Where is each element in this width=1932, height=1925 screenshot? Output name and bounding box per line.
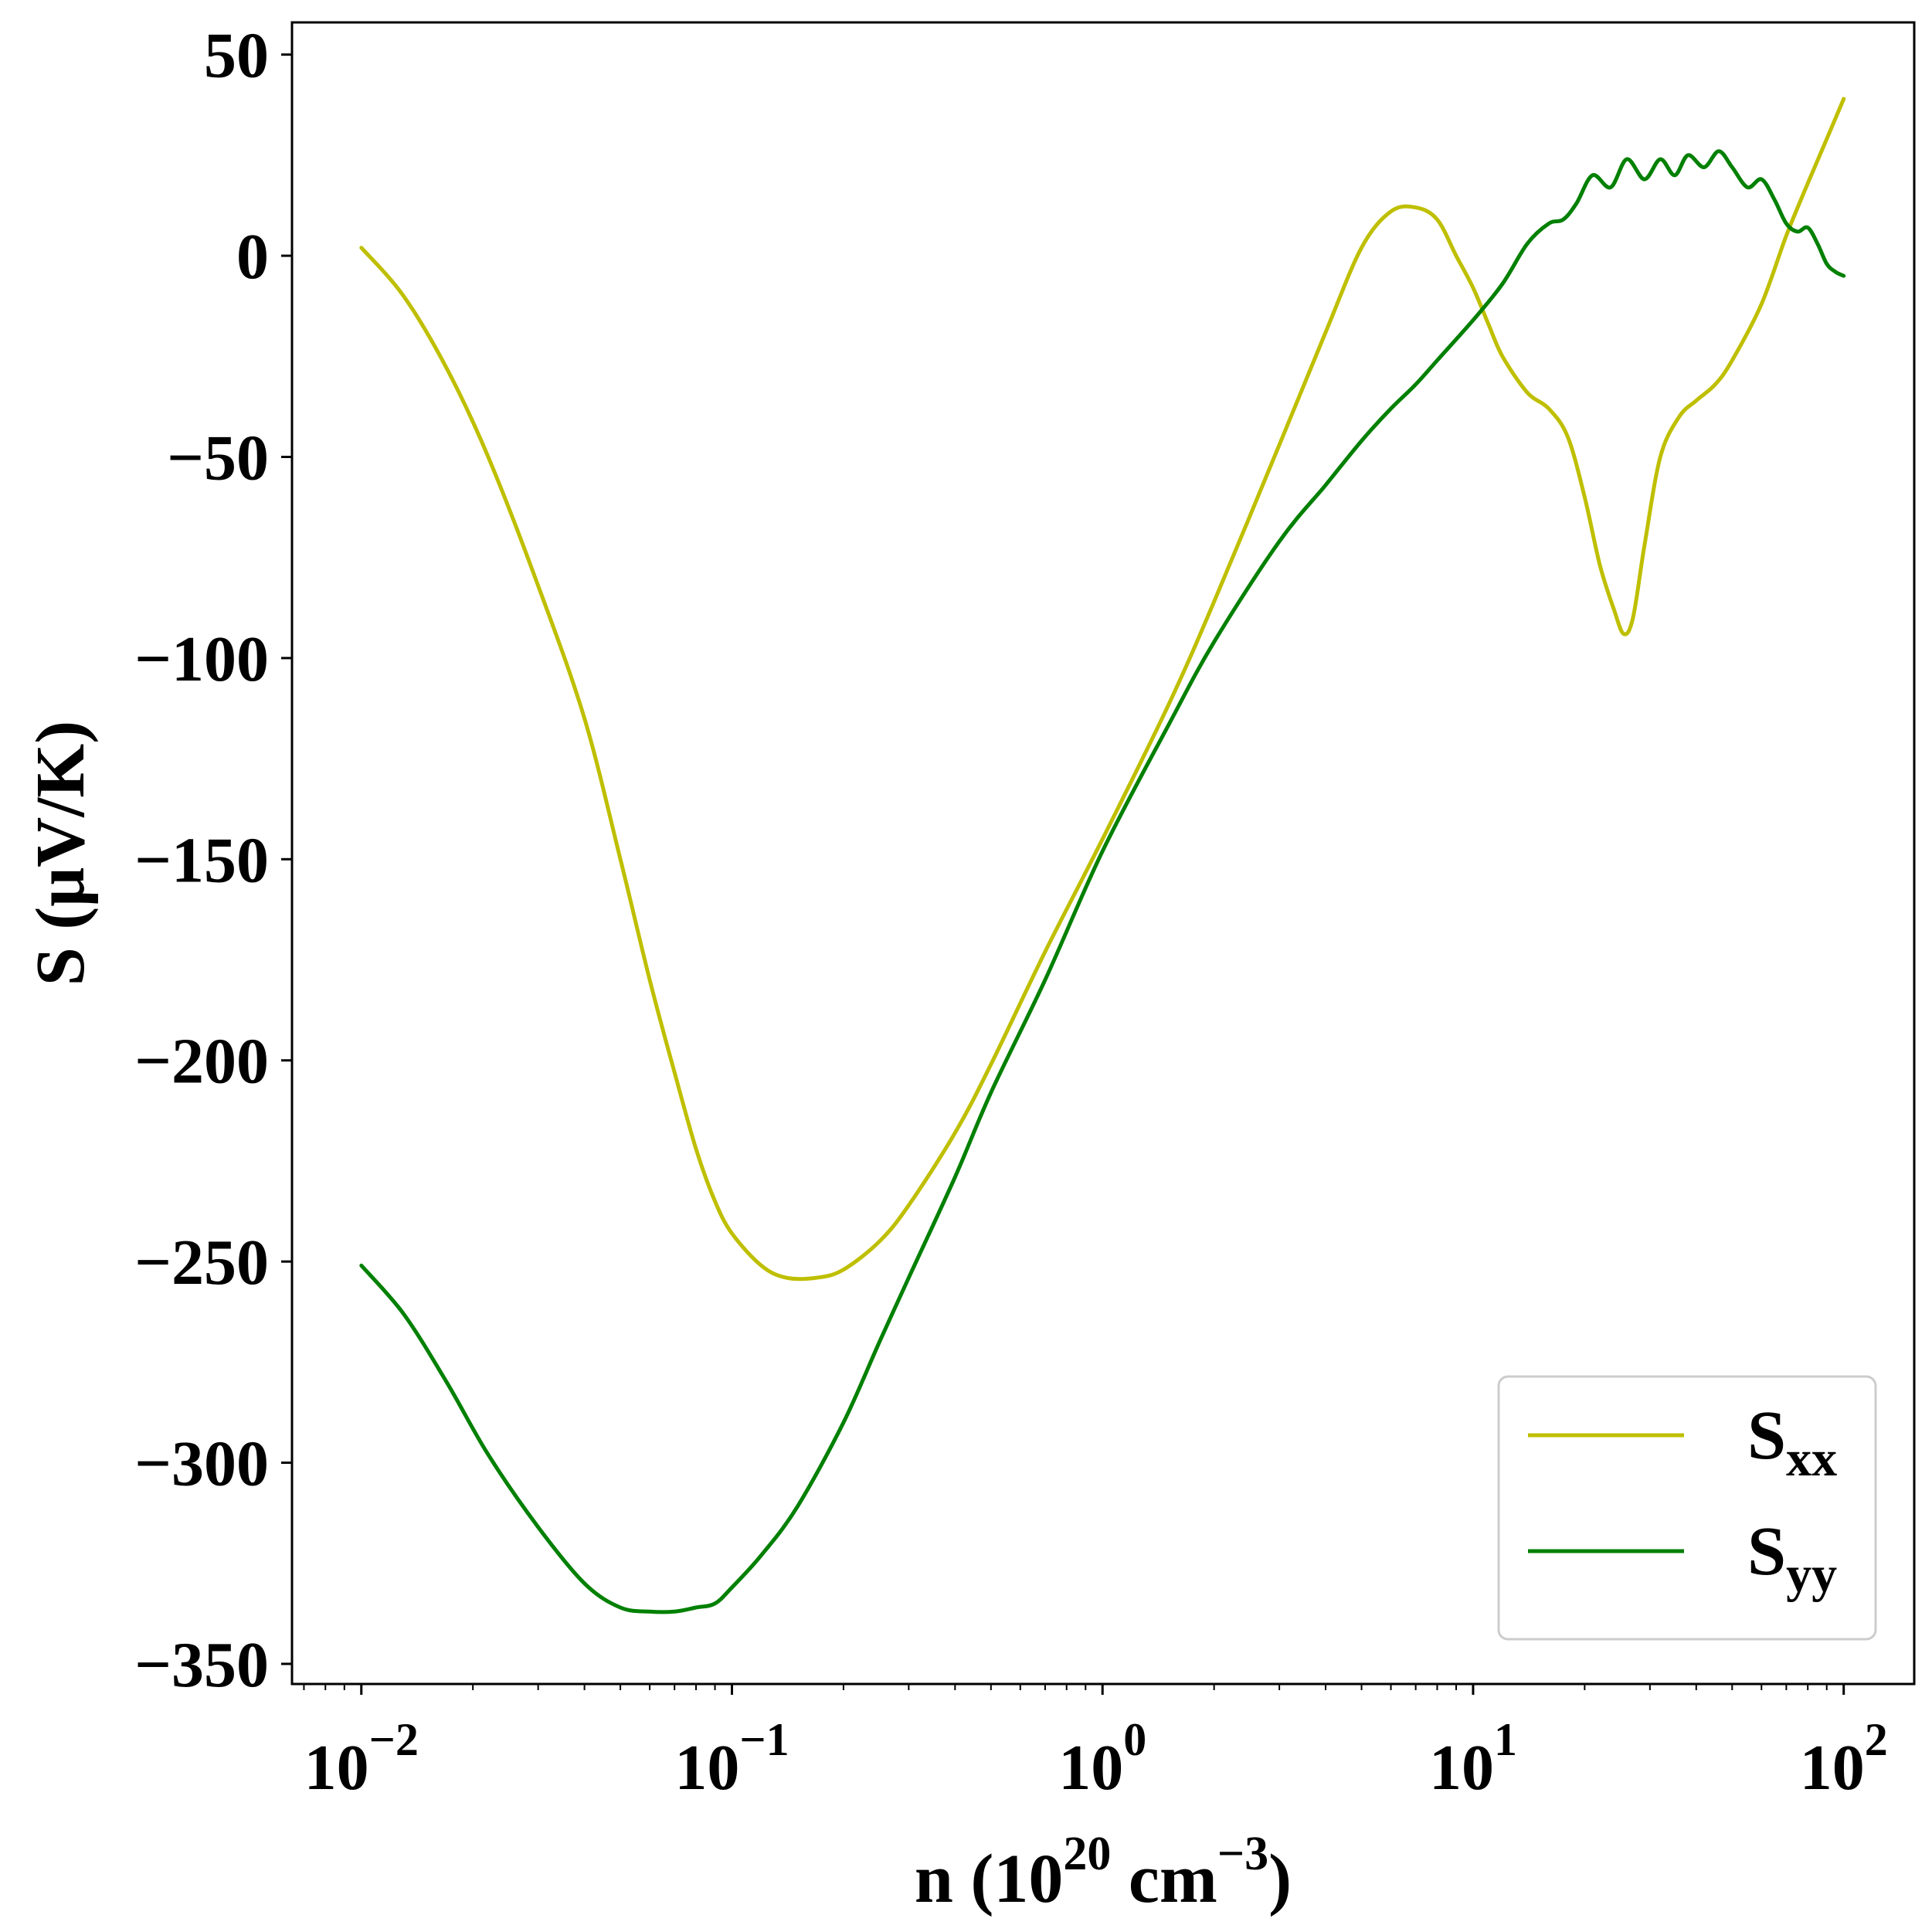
x-tick-base: 10 (1429, 1732, 1494, 1804)
y-tick-label: −50 (167, 422, 269, 494)
y-tick-label: −300 (134, 1428, 269, 1500)
x-axis-label-end: ) (1268, 1841, 1292, 1917)
x-axis-label: n (1020 cm−3) (915, 1828, 1292, 1917)
legend-box (1497, 1375, 1877, 1641)
x-tick-exponent: 2 (1865, 1714, 1888, 1765)
y-tick-label: −200 (134, 1026, 269, 1098)
x-axis-label-base: n (10 (915, 1841, 1064, 1917)
legend-label-name: S (1747, 1513, 1786, 1590)
legend-label-subscript: xx (1786, 1431, 1837, 1487)
x-axis-ticks: 10−2 10−1 100 101 102 (303, 1684, 1888, 1804)
x-tick-exponent: 0 (1123, 1714, 1146, 1765)
x-tick-base: 10 (1800, 1732, 1865, 1804)
y-tick-label: −350 (134, 1629, 269, 1701)
legend-label-xx: Sxx (1747, 1397, 1837, 1487)
legend-label-yy: Syy (1747, 1513, 1837, 1603)
x-tick-exponent: −1 (739, 1714, 789, 1765)
x-tick-base: 10 (1058, 1732, 1123, 1804)
y-tick-label: −150 (134, 824, 269, 896)
x-tick-base: 10 (674, 1732, 739, 1804)
x-tick-label: 101 (1429, 1714, 1517, 1804)
y-tick-label: −100 (134, 623, 269, 695)
x-tick-label: 10−2 (304, 1714, 419, 1804)
plot-frame (290, 21, 1916, 1686)
x-tick-label: 102 (1800, 1714, 1888, 1804)
x-tick-label: 100 (1058, 1714, 1146, 1804)
x-axis-label-sup2: −3 (1217, 1828, 1268, 1880)
series-layer (359, 97, 1846, 1614)
x-axis-label-sup1: 20 (1063, 1828, 1111, 1880)
x-tick-label: 10−1 (674, 1714, 789, 1804)
x-tick-exponent: 1 (1494, 1714, 1517, 1765)
x-axis-label-mid: cm (1111, 1841, 1217, 1917)
y-tick-label: 50 (204, 20, 269, 92)
legend-label-subscript: yy (1786, 1546, 1837, 1603)
y-axis-ticks: 50 0 −50 −100 −150 −200 −250 −300 −350 (134, 20, 292, 1701)
y-tick-label: −250 (134, 1227, 269, 1299)
series-line-xx (359, 97, 1846, 1282)
legend-label-name: S (1747, 1397, 1786, 1474)
x-tick-exponent: −2 (369, 1714, 419, 1765)
y-tick-label: 0 (236, 221, 269, 293)
series-line-yy (359, 149, 1846, 1614)
x-tick-base: 10 (304, 1732, 369, 1804)
y-axis-label: S (μV/K) (22, 721, 99, 986)
